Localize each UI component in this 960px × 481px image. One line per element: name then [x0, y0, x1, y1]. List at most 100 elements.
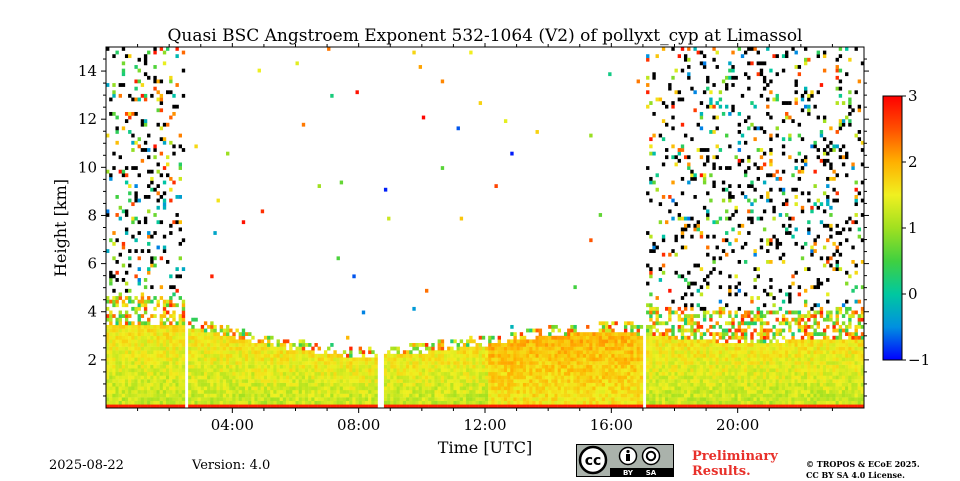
heatmap-cell	[548, 404, 552, 409]
heatmap-cell	[276, 393, 280, 398]
heatmap-cell	[342, 364, 347, 369]
heatmap-cell	[289, 397, 293, 401]
heatmap-cell	[327, 353, 331, 358]
heatmap-cell	[731, 404, 735, 409]
heatmap-cell	[399, 361, 404, 365]
heatmap-cell	[333, 364, 337, 369]
heatmap-cell	[162, 50, 167, 55]
heatmap-cell	[399, 397, 404, 401]
heatmap-cell	[383, 404, 388, 409]
heatmap-cell	[488, 339, 492, 344]
heatmap-cell	[541, 364, 546, 369]
heatmap-cell	[519, 335, 524, 340]
heatmap-cell	[535, 346, 539, 351]
heatmap-cell	[731, 361, 735, 365]
heatmap-cell	[709, 400, 713, 405]
heatmap-cell	[200, 400, 205, 405]
heatmap-cell	[143, 299, 148, 304]
heatmap-cell	[453, 393, 457, 398]
heatmap-cell	[409, 368, 413, 373]
heatmap-cell	[601, 350, 606, 355]
heatmap-cell	[159, 393, 164, 398]
heatmap-cell	[121, 126, 126, 131]
heatmap-cell	[200, 393, 205, 398]
heatmap-cell	[178, 361, 182, 365]
heatmap-cell	[630, 368, 634, 373]
heatmap-cell	[718, 90, 723, 95]
heatmap-cell	[507, 389, 511, 394]
heatmap-cell	[383, 397, 388, 401]
heatmap-cell	[124, 321, 129, 326]
heatmap-cell	[595, 350, 599, 355]
heatmap-cell	[554, 379, 558, 383]
heatmap-cell	[740, 321, 745, 326]
heatmap-cell	[447, 375, 451, 380]
heatmap-cell	[690, 382, 694, 387]
heatmap-cell	[721, 379, 726, 383]
heatmap-cell	[576, 343, 580, 347]
heatmap-cell	[169, 332, 173, 336]
heatmap-cell	[248, 382, 252, 387]
heatmap-cell	[323, 386, 328, 391]
heatmap-cell	[747, 155, 751, 160]
heatmap-cell	[699, 389, 704, 394]
heatmap-cell	[440, 371, 445, 376]
heatmap-cell	[140, 343, 145, 347]
heatmap-cell	[472, 386, 476, 391]
heatmap-cell	[459, 375, 464, 380]
heatmap-cell	[639, 389, 644, 394]
heatmap-cell	[336, 382, 340, 387]
heatmap-cell	[756, 274, 760, 279]
heatmap-cell	[282, 386, 287, 391]
heatmap-cell	[124, 353, 129, 358]
heatmap-cell	[428, 371, 432, 376]
heatmap-cell	[554, 364, 558, 369]
heatmap-cell	[747, 368, 751, 373]
heatmap-cell	[279, 368, 284, 373]
heatmap-cell	[399, 400, 404, 405]
heatmap-cell	[194, 339, 198, 344]
heatmap-cell	[579, 339, 584, 344]
heatmap-cell	[226, 368, 230, 373]
heatmap-cell	[263, 389, 268, 394]
heatmap-cell	[197, 339, 201, 344]
heatmap-cell	[693, 47, 697, 51]
heatmap-cell	[570, 371, 574, 376]
heatmap-cell	[219, 357, 224, 362]
heatmap-cell	[257, 379, 261, 383]
heatmap-cell	[172, 343, 176, 347]
heatmap-cell	[548, 350, 552, 355]
heatmap-cell	[216, 357, 220, 362]
heatmap-cell	[702, 386, 707, 391]
heatmap-cell	[598, 364, 603, 369]
heatmap-cell	[743, 72, 748, 77]
heatmap-cell	[715, 50, 719, 55]
heatmap-cell	[485, 404, 489, 409]
heatmap-cell	[693, 386, 697, 391]
heatmap-cell	[526, 357, 530, 362]
heatmap-cell	[216, 400, 220, 405]
heatmap-cell	[551, 389, 555, 394]
heatmap-cell	[260, 382, 265, 387]
heatmap-cell	[567, 357, 571, 362]
heatmap-cell	[181, 332, 186, 336]
heatmap-cell	[459, 368, 464, 373]
heatmap-cell	[756, 343, 760, 347]
heatmap-cell	[652, 343, 656, 347]
heatmap-cell	[327, 404, 331, 409]
heatmap-cell	[402, 400, 407, 405]
heatmap-cell	[393, 361, 397, 365]
heatmap-cell	[323, 404, 328, 409]
heatmap-cell	[529, 357, 533, 362]
heatmap-cell	[554, 335, 558, 340]
heatmap-cell	[421, 379, 426, 383]
heatmap-cell	[756, 148, 760, 152]
heatmap-cell	[115, 317, 119, 322]
heatmap-cell	[137, 357, 141, 362]
heatmap-cell	[646, 386, 650, 391]
heatmap-cell	[614, 404, 618, 409]
heatmap-cell	[567, 386, 571, 391]
heatmap-cell	[677, 371, 682, 376]
heatmap-cell	[286, 371, 290, 376]
heatmap-cell	[118, 343, 122, 347]
